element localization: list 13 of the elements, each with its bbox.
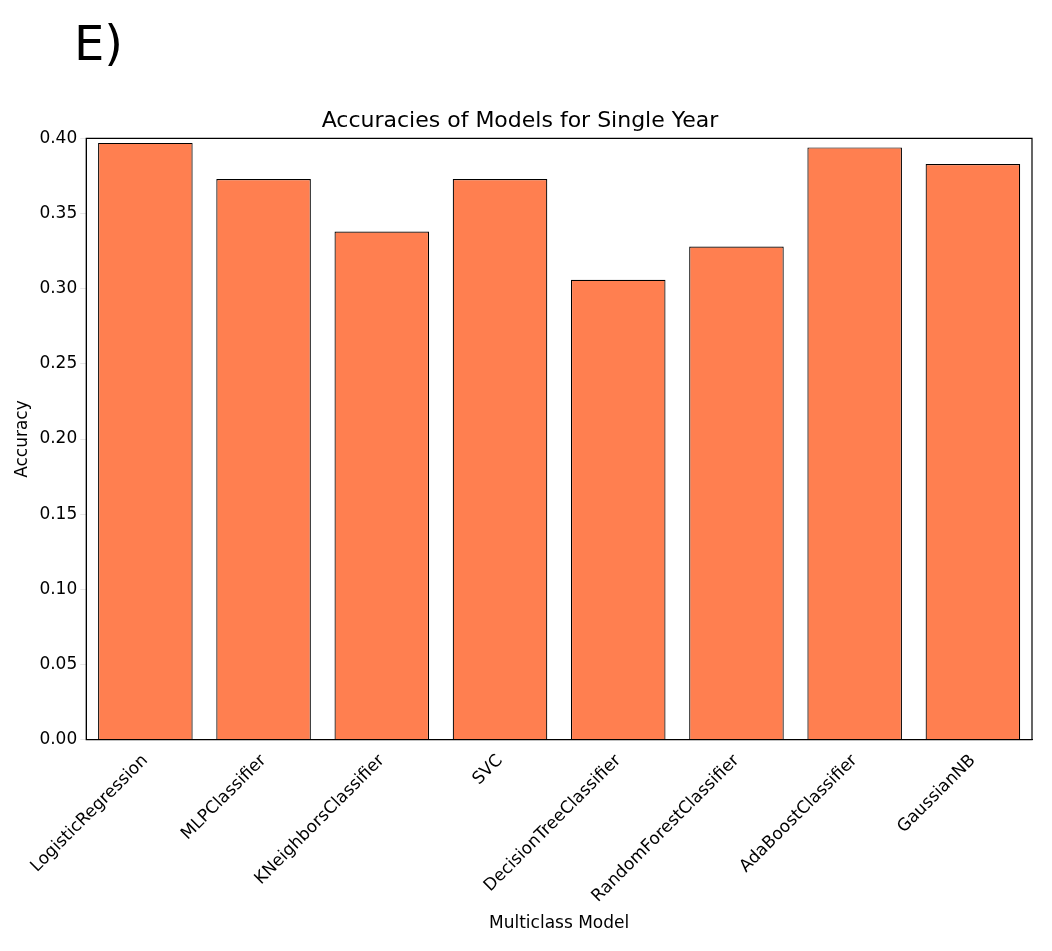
y-tick-label: 0.25 xyxy=(39,352,78,373)
y-axis-title: Accuracy xyxy=(10,400,31,478)
y-tick-label: 0.10 xyxy=(39,577,78,598)
text: E) xyxy=(73,14,125,73)
y-tick-label: 0.00 xyxy=(39,728,78,749)
x-axis-title: Multiclass Model xyxy=(489,912,630,933)
y-tick-label: 0.15 xyxy=(39,502,78,523)
y-tick-label: 0.35 xyxy=(39,201,78,222)
y-tick-label: 0.30 xyxy=(39,277,78,298)
y-tick-label: 0.05 xyxy=(39,652,78,673)
y-tick-label: 0.40 xyxy=(39,126,78,147)
chart-title: Accuracies of Models for Single Year xyxy=(321,106,720,132)
y-tick-label: 0.20 xyxy=(39,427,78,448)
